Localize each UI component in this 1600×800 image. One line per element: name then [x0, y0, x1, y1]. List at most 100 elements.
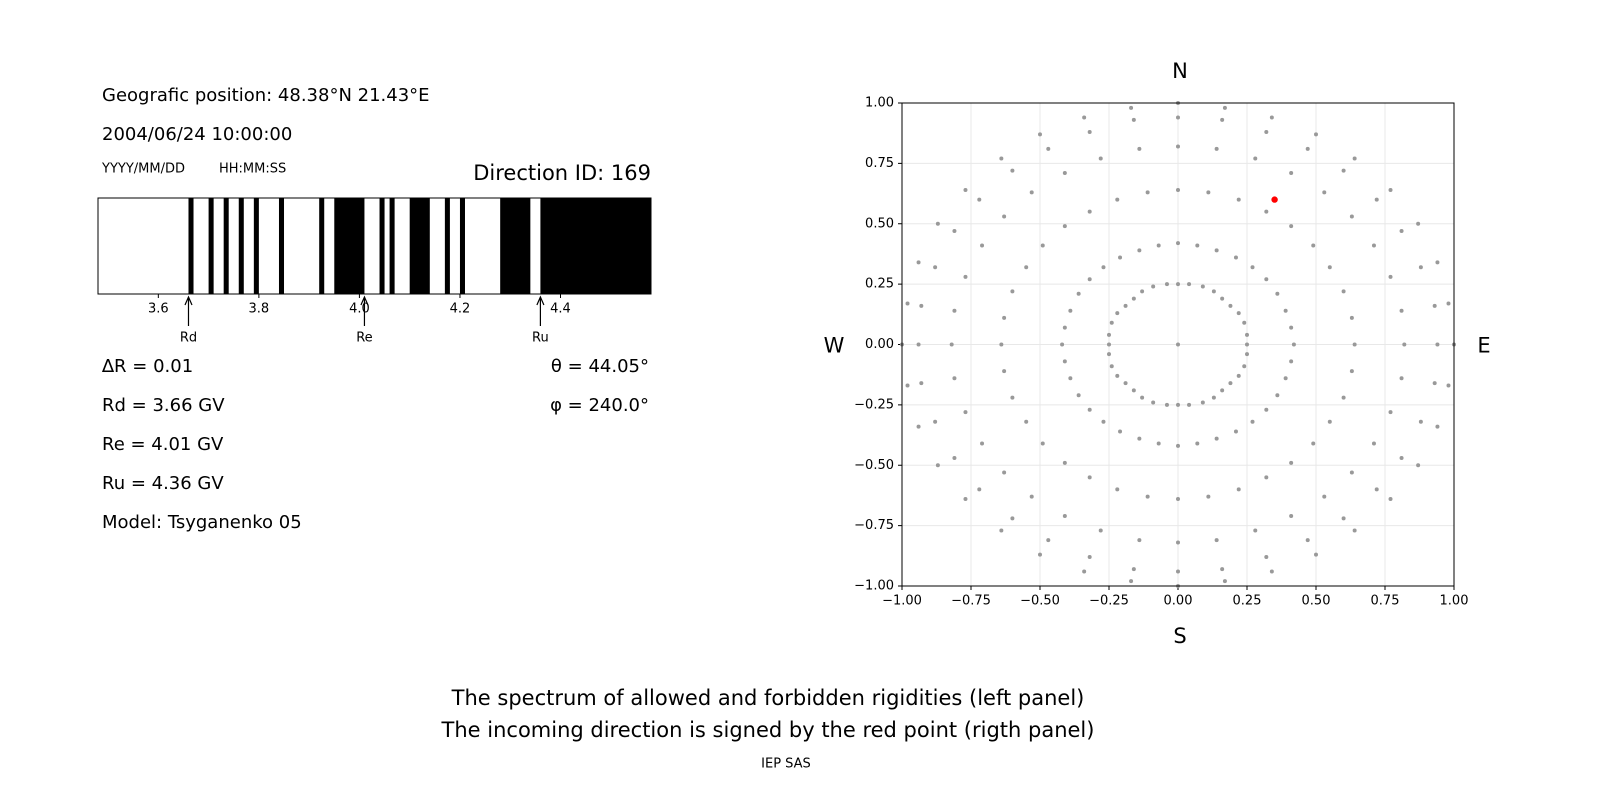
point [1264, 129, 1269, 134]
point [1176, 187, 1180, 192]
point [963, 410, 968, 415]
x-tick-label: −0.25 [1089, 594, 1129, 609]
point [919, 303, 924, 308]
point [1220, 296, 1225, 301]
x-tick-label: 3.6 [148, 302, 169, 317]
point [1087, 475, 1092, 480]
marker-label: Ru [532, 331, 549, 346]
point [1352, 156, 1357, 161]
point [1352, 528, 1357, 533]
point [1418, 265, 1423, 270]
forbidden-band [208, 198, 214, 294]
point [1322, 494, 1327, 499]
point [1233, 429, 1238, 434]
point [1269, 115, 1274, 120]
point [1176, 241, 1180, 246]
point [1264, 209, 1269, 214]
point [1314, 132, 1318, 137]
spectrum-border [97, 197, 652, 295]
point [1038, 132, 1042, 137]
point [1087, 407, 1092, 412]
point [1214, 248, 1219, 253]
point [1220, 567, 1225, 572]
point [1164, 282, 1169, 287]
point [1131, 117, 1136, 122]
point [1435, 342, 1440, 347]
point [1388, 497, 1393, 502]
date-format: YYYY/MM/DD [101, 162, 185, 177]
point [1236, 311, 1241, 316]
point [980, 243, 985, 248]
point [1151, 284, 1156, 289]
point [1289, 325, 1294, 330]
point [1076, 393, 1081, 398]
x-tick-label: 0.00 [1164, 594, 1193, 609]
point [1214, 436, 1219, 441]
point [1264, 407, 1269, 412]
point [1087, 555, 1092, 560]
point [1195, 243, 1200, 248]
point [1176, 402, 1180, 407]
point [1109, 320, 1114, 325]
forbidden-band [540, 198, 651, 294]
point [1029, 190, 1034, 195]
point [1010, 289, 1015, 294]
point [1327, 419, 1332, 424]
point [1002, 470, 1007, 475]
point [1131, 296, 1136, 301]
point [1399, 228, 1404, 233]
point [1098, 528, 1103, 533]
point [1245, 352, 1249, 357]
point [1250, 419, 1255, 424]
point [1101, 265, 1106, 270]
point [1289, 224, 1294, 229]
point [1140, 395, 1145, 400]
direction-label: W [824, 334, 845, 358]
caption-line: The incoming direction is signed by the … [441, 718, 1095, 742]
point [1076, 291, 1081, 296]
re: Re = 4.01 GV [102, 434, 224, 455]
point [1283, 376, 1288, 381]
forbidden-band [500, 198, 531, 294]
point [1402, 342, 1407, 347]
time-format: HH:MM:SS [219, 162, 286, 177]
point [1416, 221, 1421, 226]
point [1098, 156, 1103, 161]
caption-line: The spectrum of allowed and forbidden ri… [451, 686, 1085, 710]
y-tick-label: 0.50 [865, 216, 894, 231]
point [963, 497, 968, 502]
point [949, 342, 954, 347]
direction-id: Direction ID: 169 [473, 161, 651, 185]
point [1214, 538, 1219, 543]
point [1236, 373, 1241, 378]
point [1283, 308, 1288, 313]
point [1242, 364, 1247, 369]
y-tick-label: 0.00 [865, 337, 894, 352]
point [1176, 144, 1180, 149]
point [1087, 209, 1092, 214]
x-tick-label: 0.75 [1371, 594, 1400, 609]
point [1131, 567, 1136, 572]
x-tick-label: −0.75 [951, 594, 991, 609]
point [1349, 315, 1354, 320]
point [1289, 359, 1294, 364]
point [999, 342, 1004, 347]
point [1101, 419, 1106, 424]
point [952, 228, 957, 233]
point [1275, 291, 1280, 296]
point [1129, 579, 1134, 584]
point [1388, 410, 1393, 415]
point [1131, 388, 1136, 393]
point [1418, 419, 1423, 424]
point [1107, 332, 1111, 337]
forbidden-band [188, 198, 194, 294]
marker-label: Re [356, 331, 372, 346]
y-tick-label: 0.25 [865, 277, 894, 292]
phi: φ = 240.0° [550, 395, 649, 416]
point [1435, 260, 1440, 265]
point [999, 156, 1004, 161]
point [905, 301, 910, 306]
point [1228, 381, 1233, 386]
